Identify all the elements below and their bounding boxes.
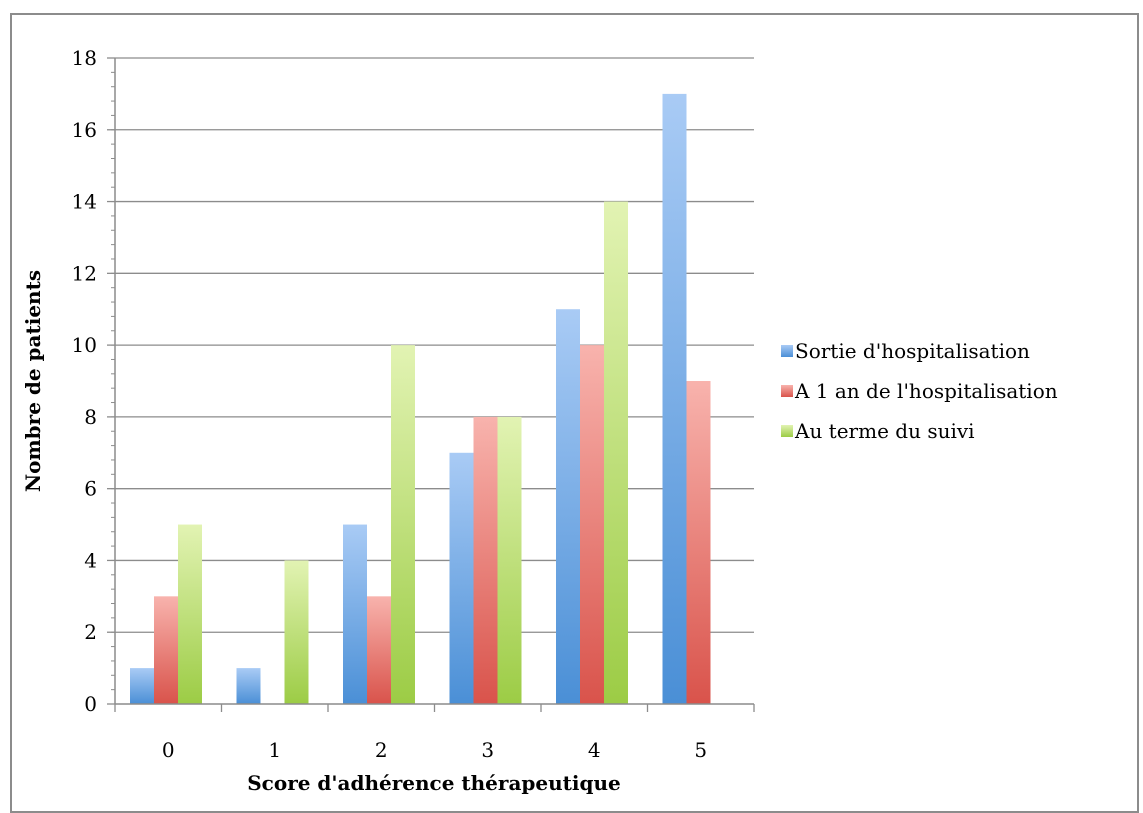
y-tick-label: 8 xyxy=(84,405,97,429)
bar xyxy=(343,524,367,704)
gridlines xyxy=(115,57,754,633)
bar xyxy=(686,381,711,704)
y-tick-label: 4 xyxy=(84,548,97,572)
legend-label: A 1 an de l'hospitalisation xyxy=(794,379,1058,403)
y-tick-label: 6 xyxy=(84,477,97,501)
bars xyxy=(130,93,711,705)
x-tick-label: 5 xyxy=(694,738,707,762)
bar xyxy=(154,596,178,704)
legend: Sortie d'hospitalisation A 1 an de l'hosp… xyxy=(781,339,1058,443)
y-tick-label: 12 xyxy=(72,261,97,285)
axes xyxy=(114,58,754,705)
bar xyxy=(178,524,202,704)
y-tick-label: 10 xyxy=(72,333,97,357)
x-tick-label: 4 xyxy=(588,738,601,762)
y-tick-label: 2 xyxy=(84,620,97,644)
bar xyxy=(497,416,522,704)
legend-label: Au terme du suivi xyxy=(794,419,975,443)
bar xyxy=(556,309,580,704)
x-tick-label: 1 xyxy=(268,738,281,762)
y-tick-label: 0 xyxy=(84,692,97,716)
legend-swatch xyxy=(781,345,793,357)
legend-label: Sortie d'hospitalisation xyxy=(795,339,1030,363)
bar xyxy=(449,452,474,704)
x-tick-label: 0 xyxy=(162,738,175,762)
bar xyxy=(284,560,309,704)
bar xyxy=(604,201,628,705)
bar xyxy=(580,345,604,704)
y-tick-label: 14 xyxy=(72,190,97,214)
y-tick-label: 18 xyxy=(72,46,97,70)
bar xyxy=(662,93,687,704)
bar xyxy=(391,345,415,704)
y-axis-title: Nombre de patients xyxy=(21,270,45,492)
bar xyxy=(236,668,261,704)
x-axis-title: Score d'adhérence thérapeutique xyxy=(247,771,621,795)
bar xyxy=(130,668,154,704)
bar xyxy=(367,596,391,704)
legend-swatch xyxy=(781,385,793,397)
legend-swatch xyxy=(781,425,793,437)
bar xyxy=(473,416,498,704)
y-tick-label: 16 xyxy=(72,118,97,142)
x-tick-label: 3 xyxy=(481,738,494,762)
x-tick-label: 2 xyxy=(375,738,388,762)
